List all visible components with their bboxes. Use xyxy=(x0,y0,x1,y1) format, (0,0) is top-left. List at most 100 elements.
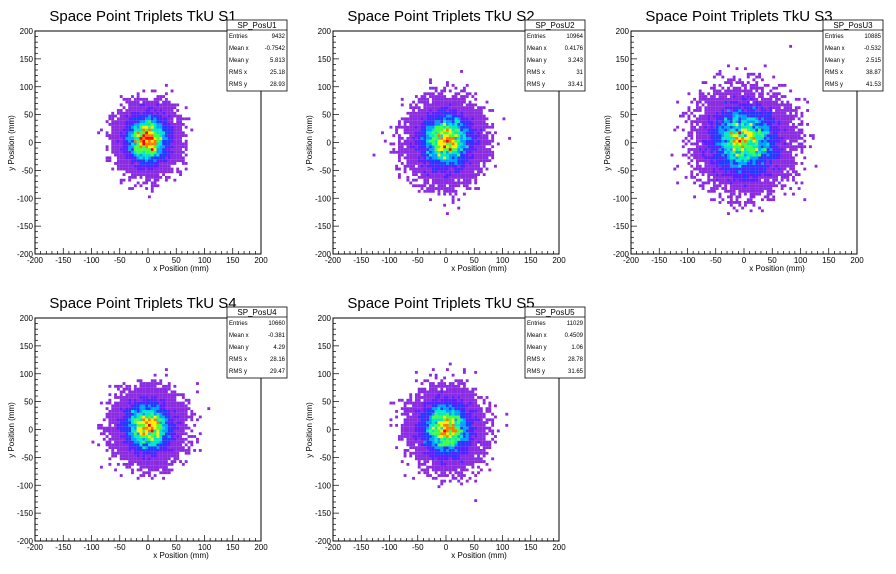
histogram-bin xyxy=(164,148,168,151)
histogram-bin xyxy=(775,92,778,96)
histogram-bin xyxy=(139,156,143,160)
histogram-bin xyxy=(468,415,472,419)
histogram-bin xyxy=(406,429,410,433)
histogram-bin xyxy=(797,134,801,137)
histogram-bin xyxy=(153,423,157,427)
histogram-bin xyxy=(431,181,435,185)
histogram-bin xyxy=(749,142,753,146)
histogram-bin xyxy=(145,401,149,405)
histogram-bin xyxy=(446,134,449,137)
histogram-bin xyxy=(136,429,140,433)
histogram-bin xyxy=(173,457,177,461)
histogram-bin xyxy=(420,109,424,112)
histogram-bin xyxy=(414,106,418,110)
histogram-bin xyxy=(167,398,171,402)
histogram-bin xyxy=(443,164,447,168)
histogram-bin xyxy=(409,435,413,438)
histogram-bin xyxy=(446,423,449,427)
histogram-bin xyxy=(454,437,458,441)
x-tick-label: 100 xyxy=(496,256,510,265)
stats-box-name: SP_PosU5 xyxy=(535,308,575,317)
histogram-bin xyxy=(150,162,154,165)
histogram-bin xyxy=(738,181,742,185)
histogram-bin xyxy=(724,128,728,132)
histogram-bin xyxy=(417,465,421,469)
histogram-bin xyxy=(159,457,163,461)
histogram-bin xyxy=(448,404,452,408)
histogram-bin xyxy=(462,384,466,388)
histogram-bin xyxy=(119,390,123,394)
histogram-bin xyxy=(434,462,438,466)
histogram-bin xyxy=(729,125,733,129)
histogram-bin xyxy=(184,142,188,146)
histogram-bin xyxy=(131,462,134,466)
histogram-bin xyxy=(122,390,126,394)
histogram-bin xyxy=(695,145,699,149)
histogram-bin xyxy=(423,114,427,118)
histogram-bin xyxy=(125,136,129,140)
histogram-bin xyxy=(479,139,483,143)
histogram-bin xyxy=(792,122,795,126)
histogram-bin xyxy=(148,457,151,461)
histogram-bin xyxy=(119,181,123,185)
histogram-bin xyxy=(701,153,705,157)
histogram-bin xyxy=(412,136,415,140)
histogram-bin xyxy=(749,136,753,140)
histogram-bin xyxy=(777,150,781,154)
histogram-bin xyxy=(176,136,180,140)
histogram-bin xyxy=(704,134,708,137)
histogram-bin xyxy=(426,145,430,149)
histogram-bin xyxy=(156,145,160,149)
histogram-bin xyxy=(698,156,702,160)
histogram-bin xyxy=(403,404,407,408)
histogram-bin xyxy=(400,460,404,463)
histogram-bin xyxy=(148,474,151,477)
histogram-bin xyxy=(738,131,742,135)
histogram-bin xyxy=(179,437,182,441)
histogram-bin xyxy=(443,468,447,472)
histogram-bin xyxy=(125,398,129,402)
histogram-bin xyxy=(462,122,466,126)
histogram-bin xyxy=(721,162,725,165)
histogram-bin xyxy=(409,432,413,436)
histogram-bin xyxy=(431,390,435,394)
histogram-bin xyxy=(755,97,759,101)
histogram-bin xyxy=(162,109,166,112)
histogram-bin xyxy=(707,148,711,151)
histogram-bin xyxy=(139,170,143,174)
histogram-bin xyxy=(414,131,418,135)
histogram-bin xyxy=(179,443,182,447)
histogram-bin xyxy=(721,131,725,135)
histogram-bin xyxy=(701,120,705,124)
histogram-bin xyxy=(179,426,182,430)
histogram-bin xyxy=(190,128,194,132)
histogram-bin xyxy=(400,412,404,416)
histogram-bin xyxy=(125,162,129,165)
histogram-bin xyxy=(783,173,787,176)
histogram-bin xyxy=(698,153,702,157)
histogram-bin xyxy=(741,103,745,107)
histogram-bin xyxy=(429,454,432,458)
axis-ticks xyxy=(630,30,858,255)
histogram-bin xyxy=(148,145,151,149)
histogram-bin xyxy=(687,92,691,96)
histogram-bin xyxy=(420,437,424,441)
histogram-bin xyxy=(162,432,166,436)
histogram-bin xyxy=(732,164,736,168)
histogram-bin xyxy=(727,173,730,176)
histogram-bin xyxy=(769,103,773,107)
histogram-bin xyxy=(128,426,132,430)
histogram-bin xyxy=(133,426,137,430)
histogram-bin xyxy=(457,156,461,160)
histogram-bin xyxy=(474,167,478,171)
histogram-bin xyxy=(403,432,407,436)
y-axis-label: y Position (mm) xyxy=(7,402,16,458)
histogram-bin xyxy=(746,97,750,101)
histogram-bin xyxy=(710,111,713,115)
histogram-bin xyxy=(196,390,199,394)
histogram-bin xyxy=(465,120,469,124)
histogram-bin xyxy=(153,454,157,458)
histogram-bin xyxy=(457,471,461,475)
histogram-bin xyxy=(429,120,432,124)
histogram-bin xyxy=(468,125,472,129)
